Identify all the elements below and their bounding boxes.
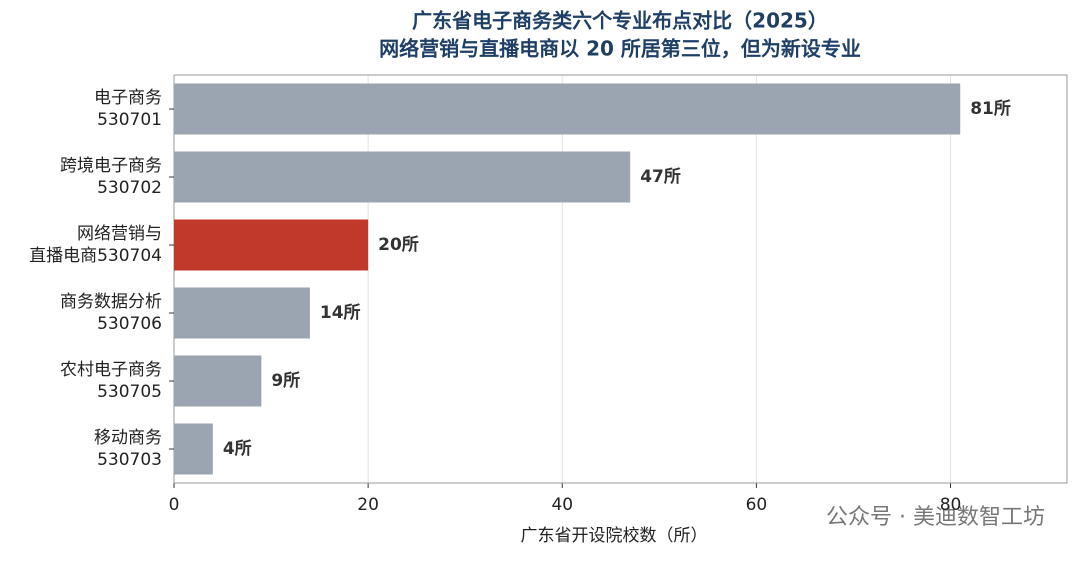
value-label: 9所: [271, 371, 300, 391]
y-tick-label: 直播电商530704: [29, 246, 162, 266]
plot-frame: [173, 74, 1068, 484]
value-label: 4所: [223, 439, 252, 459]
x-tick-label: 40: [551, 495, 573, 515]
value-label: 14所: [320, 303, 361, 323]
y-tick-label: 跨境电子商务: [60, 156, 162, 176]
chart-title: 广东省电子商务类六个专业布点对比（2025）: [412, 9, 828, 33]
x-tick-label: 20: [357, 495, 379, 515]
y-tick-label: 530702: [97, 178, 162, 198]
bar: [174, 423, 213, 475]
chart-subtitle: 网络营销与直播电商以 20 所居第三位，但为新设专业: [379, 37, 861, 61]
x-axis-label: 广东省开设院校数（所）: [521, 526, 708, 546]
bar: [174, 151, 631, 203]
y-tick-label: 移动商务: [94, 428, 162, 448]
y-tick-label: 农村电子商务: [60, 360, 162, 380]
value-label: 20所: [378, 235, 419, 255]
watermark: 公众号 · 美迪数智工坊: [826, 505, 1045, 530]
y-tick-label: 530701: [97, 110, 162, 130]
bar: [174, 83, 961, 135]
y-tick-label: 电子商务: [94, 88, 162, 108]
value-label: 81所: [970, 99, 1011, 119]
y-tick-label: 530703: [97, 450, 162, 470]
y-tick-label: 530705: [97, 382, 162, 402]
x-tick-label: 60: [746, 495, 768, 515]
y-tick-label: 530706: [97, 314, 162, 334]
y-tick-label: 网络营销与: [77, 224, 162, 244]
y-tick-label: 商务数据分析: [60, 292, 162, 312]
x-tick-label: 80: [940, 495, 962, 515]
value-label: 47所: [640, 167, 681, 187]
x-tick-label: 0: [169, 495, 180, 515]
bar: [174, 219, 369, 271]
bar: [174, 355, 262, 407]
bar: [174, 287, 310, 339]
